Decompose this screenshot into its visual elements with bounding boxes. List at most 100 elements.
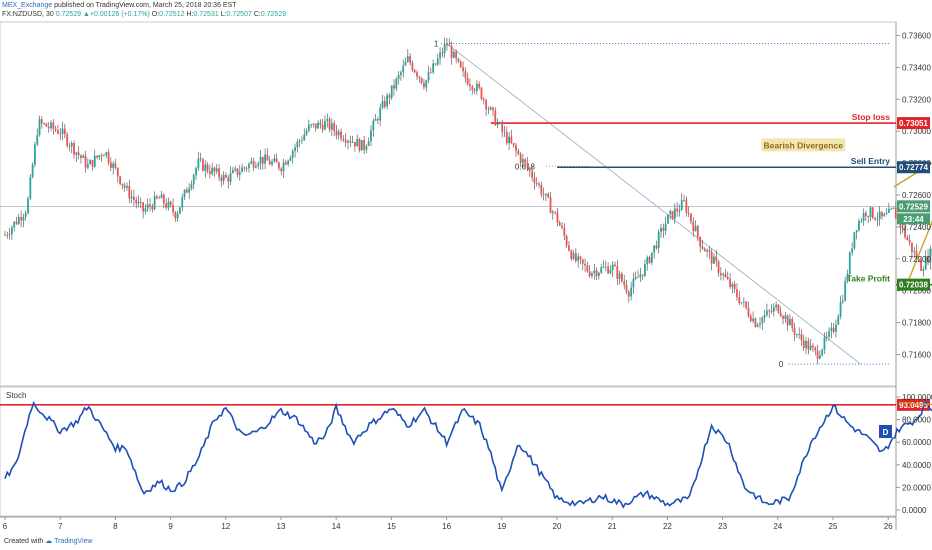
x-tick-label: 25 [829,522,838,531]
candle-body [54,128,57,131]
candle-body [310,124,313,126]
level-badge-value: 0.73051 [899,119,928,128]
candle-body [234,168,237,171]
candle-body [888,208,890,213]
candle-body [11,227,13,235]
y-tick-label: 0.72200 [902,255,931,264]
candle-body [763,315,766,318]
candle-body [128,186,131,199]
candle-body [662,227,665,231]
candle-body [34,144,36,165]
candle-body [66,134,69,146]
candle-body [627,291,630,297]
candle-body [535,183,538,184]
candle-body [920,259,923,272]
candle-body [618,273,621,279]
candle-body [556,212,559,223]
candle-body [192,175,195,185]
candle-body [307,124,310,131]
candle-body [340,131,342,139]
candle-body [326,119,329,121]
candle-body [683,200,685,201]
candle-body [116,167,119,177]
candle-body [818,355,821,359]
candle-body [188,188,191,193]
candle-body [169,201,172,206]
candle-body [112,163,115,169]
candle-body [370,130,372,142]
candle-body [381,101,384,108]
y-tick-label: 0.71800 [902,319,931,328]
candle-body [59,133,62,135]
candle-body [609,270,612,274]
x-tick-label: 15 [387,522,396,531]
candle-body [100,155,103,157]
candle-body [848,252,851,274]
candle-body [694,226,697,232]
candle-body [835,324,837,332]
candle-body [846,273,849,281]
candle-body [31,164,34,178]
candle-body [96,155,98,158]
candle-body [724,274,727,277]
candle-body [395,78,398,89]
candle-body [915,251,918,260]
candle-body [330,123,333,130]
level-badge-bg [897,161,930,174]
candle-body [142,202,145,212]
candle-body [144,208,147,212]
candle-body [591,272,593,276]
candle-body [252,161,255,168]
candle-body [542,194,545,196]
candle-body [828,331,830,337]
candle-body [123,185,126,188]
candle-body [508,136,511,144]
candle-body [349,141,352,143]
candle-body [653,245,656,253]
candle-body [153,196,156,210]
stoch-level-badge: 93.0495 [899,401,928,410]
candle-body [250,161,253,164]
candle-body [402,65,405,73]
interval-badge[interactable] [879,425,892,438]
candle-body [462,67,464,72]
candle-body [738,297,741,304]
candle-body [696,226,699,237]
chart-footer: Created with ☁ TradingView [4,537,93,545]
y-tick-label: 0.73200 [902,95,931,104]
candle-body [202,159,204,171]
candle-body [248,163,250,169]
candle-body [174,212,177,219]
tradingview-cloud-icon: ☁ [45,538,53,545]
candle-body [568,245,570,251]
candle-body [305,130,308,135]
candle-body [333,123,336,131]
candle-body [195,168,197,176]
candle-body [84,155,87,168]
publisher-name[interactable]: MEX_Exchange [2,2,53,9]
close-label: C: [253,11,261,18]
candle-body [324,120,326,130]
candle-body [473,90,476,91]
candle-body [607,266,609,274]
candle-body [255,166,257,168]
candle-body [719,273,722,276]
symbol-label: FX:NZDUSD, 30 [2,11,54,18]
candle-body [890,208,893,210]
x-tick-label: 16 [442,522,451,531]
candle-body [759,323,761,325]
candle-body [4,234,6,236]
candle-body [146,204,149,209]
candle-body [766,310,768,316]
candle-body [906,237,909,240]
open-label: O: [151,11,160,18]
candle-body [558,222,561,226]
tradingview-brand[interactable]: TradingView [54,538,93,545]
candle-body [680,200,683,211]
candle-body [289,157,292,161]
stoch-level-badge-bg [897,398,930,411]
candle-body [466,77,469,85]
candle-body [358,138,361,151]
x-tick-label: 21 [608,522,617,531]
